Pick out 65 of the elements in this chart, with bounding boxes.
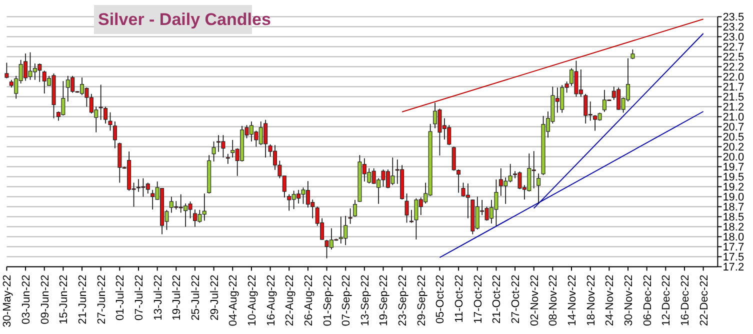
x-tick-label: 01-Jul-22 <box>114 274 127 321</box>
y-tick-label: 21.7 <box>722 82 744 94</box>
y-tick-label: 22.0 <box>722 72 744 84</box>
x-tick-label: 12-Dec-22 <box>660 274 673 326</box>
x-tick-label: 30-Nov-22 <box>622 274 635 326</box>
y-tick-label: 20.0 <box>722 152 744 164</box>
y-tick-label: 22.5 <box>722 52 744 64</box>
x-tick-label: 16-Dec-22 <box>679 274 692 326</box>
x-tick-label: 21-Jun-22 <box>77 274 90 324</box>
y-tick-label: 19.7 <box>722 162 744 174</box>
x-tick-label: 13-Jul-22 <box>152 274 164 321</box>
x-tick-label: 19-Jul-22 <box>171 274 184 321</box>
x-tick-label: 30-May-22 <box>2 274 14 328</box>
x-tick-label: 04-Aug-22 <box>228 274 240 326</box>
y-tick-label: 18.0 <box>722 232 744 244</box>
x-tick-label: 27-Oct-22 <box>510 274 522 324</box>
x-tick-label: 29-Sep-22 <box>416 274 428 326</box>
y-tick-label: 17.5 <box>722 252 744 264</box>
x-tick-label: 08-Nov-22 <box>548 274 560 326</box>
y-tick-label: 23.0 <box>722 32 744 44</box>
y-tick-label: 17.2 <box>722 262 744 274</box>
x-tick-label: 22-Aug-22 <box>284 274 296 326</box>
x-tick-label: 29-Jul-22 <box>208 274 221 321</box>
y-tick-label: 18.2 <box>722 222 744 234</box>
x-tick-label: 18-Nov-22 <box>585 274 598 326</box>
x-tick-label: 02-Nov-22 <box>528 274 541 326</box>
x-tick-label: 16-Aug-22 <box>265 274 278 326</box>
y-tick-label: 20.2 <box>722 142 744 154</box>
x-tick-label: 07-Sep-22 <box>340 274 353 326</box>
x-tick-label: 15-Jun-22 <box>58 274 70 324</box>
x-tick-label: 23-Sep-22 <box>397 274 410 326</box>
x-tick-label: 17-Oct-22 <box>472 274 484 324</box>
y-tick-label: 22.7 <box>722 42 744 54</box>
x-tick-label: 10-Aug-22 <box>246 274 258 326</box>
x-tick-label: 11-Oct-22 <box>454 274 466 323</box>
y-tick-label: 21.0 <box>722 112 744 124</box>
y-tick-label: 21.5 <box>722 92 744 104</box>
x-tick-label: 07-Jul-22 <box>133 274 146 321</box>
y-tick-label: 20.7 <box>722 122 744 134</box>
x-tick-label: 22-Dec-22 <box>698 274 710 326</box>
y-tick-label: 18.7 <box>722 202 744 214</box>
y-tick-label: 23.5 <box>722 12 744 24</box>
chart-title: Silver - Daily Candles <box>98 10 271 29</box>
x-tick-label: 05-Oct-22 <box>434 274 447 324</box>
x-tick-label: 25-Jul-22 <box>190 274 202 321</box>
x-tick-label: 14-Nov-22 <box>566 274 579 326</box>
x-tick-label: 03-Jun-22 <box>20 274 33 324</box>
x-tick-label: 19-Sep-22 <box>378 274 390 326</box>
x-tick-label: 26-Aug-22 <box>302 274 315 326</box>
x-tick-label: 21-Oct-22 <box>491 274 504 324</box>
y-tick-label: 21.2 <box>722 102 744 114</box>
x-tick-label: 24-Nov-22 <box>604 274 616 326</box>
y-tick-label: 17.7 <box>722 242 744 254</box>
x-tick-label: 06-Dec-22 <box>642 274 654 326</box>
y-tick-label: 22.2 <box>722 62 744 74</box>
y-tick-label: 19.5 <box>722 172 744 184</box>
y-tick-label: 23.2 <box>722 22 744 34</box>
y-tick-label: 19.2 <box>722 182 744 194</box>
x-tick-label: 27-Jun-22 <box>96 274 108 324</box>
x-tick-label: 13-Sep-22 <box>359 274 372 326</box>
x-tick-label: 09-Jun-22 <box>39 274 52 324</box>
y-tick-label: 20.5 <box>722 132 744 144</box>
y-tick-label: 18.5 <box>722 212 744 224</box>
x-tick-label: 01-Sep-22 <box>322 274 334 326</box>
y-tick-label: 19.0 <box>722 192 744 204</box>
